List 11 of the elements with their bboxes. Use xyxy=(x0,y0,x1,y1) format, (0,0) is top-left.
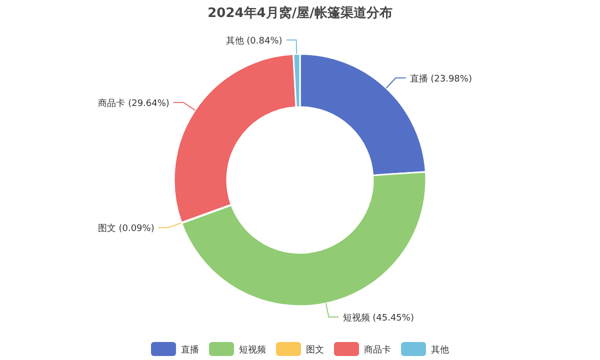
data-label: 短视频 (45.45%) xyxy=(342,312,414,324)
legend-label: 直播 xyxy=(181,344,199,356)
data-label: 直播 (23.98%) xyxy=(410,73,472,84)
data-label: 其他 (0.84%) xyxy=(226,36,282,47)
data-label: 图文 (0.09%) xyxy=(98,223,154,234)
legend-label: 其他 xyxy=(431,344,449,356)
data-label: 商品卡 (29.64%) xyxy=(98,98,170,109)
legend-label: 商品卡 xyxy=(364,344,391,356)
chart-title: 2024年4月窝/屋/帐篷渠道分布 xyxy=(208,5,392,21)
legend-label: 图文 xyxy=(306,344,324,356)
legend-label: 短视频 xyxy=(239,344,266,356)
